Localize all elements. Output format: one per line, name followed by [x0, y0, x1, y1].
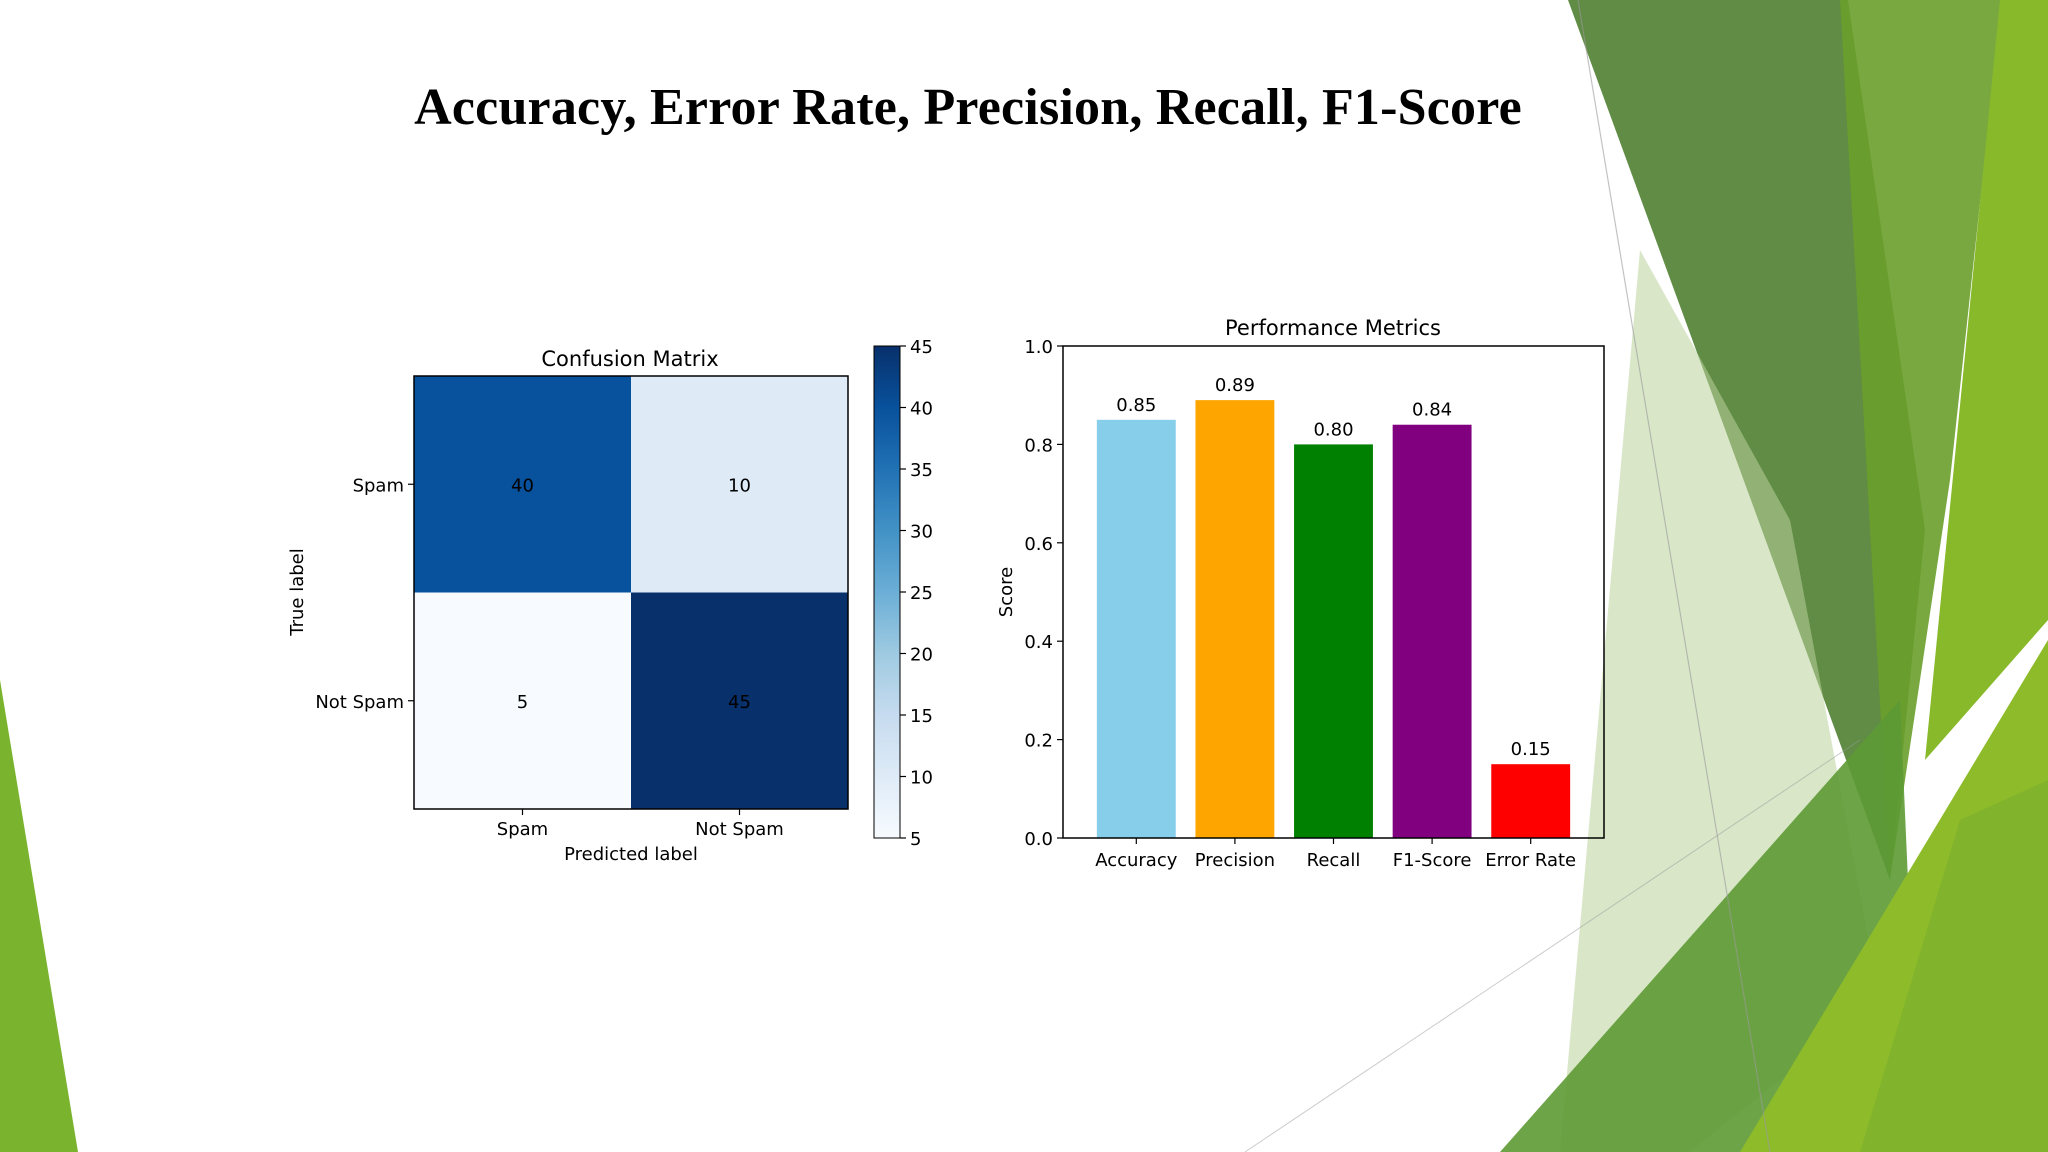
slide-title: Accuracy, Error Rate, Precision, Recall,… [414, 79, 1522, 136]
bar-ytick-label: 1.0 [1024, 337, 1053, 358]
cm-colorbar-label: 5 [910, 829, 921, 850]
cm-ytick-label: Spam [353, 475, 404, 496]
cm-cell [414, 376, 631, 593]
cm-cell-value: 10 [728, 475, 751, 496]
cm-colorbar-label: 35 [910, 460, 933, 481]
bar-ylabel: Score [996, 567, 1017, 617]
bar-xtick-label: Accuracy [1095, 850, 1178, 871]
cm-cell [631, 592, 848, 809]
cm-colorbar-label: 10 [910, 768, 933, 789]
cm-xtick-label: Not Spam [695, 819, 784, 840]
cm-colorbar [873, 345, 901, 839]
cm-colorbar-label: 20 [910, 645, 933, 666]
bg-facet-mid [1840, 0, 2002, 880]
cm-cell-value: 5 [517, 692, 528, 713]
bar [1096, 419, 1176, 838]
cm-colorbar-label: 40 [910, 399, 933, 420]
bg-facet-bright [1925, 0, 2048, 760]
cm-cell-value: 45 [728, 692, 751, 713]
bg-facet-low-mid [1860, 780, 2048, 1152]
bar-ytick-label: 0.0 [1024, 829, 1053, 850]
cm-colorbar-label: 25 [910, 583, 933, 604]
cm-ytick-label: Not Spam [315, 692, 404, 713]
bg-line-1 [1577, 0, 1771, 1152]
bar-data-label: 0.89 [1215, 375, 1255, 396]
cm-title: Confusion Matrix [541, 347, 718, 371]
cm-xlabel: Predicted label [564, 844, 698, 865]
cm-cell-value: 40 [511, 475, 534, 496]
bar-ytick-label: 0.2 [1024, 731, 1053, 752]
bar-xtick-label: Error Rate [1485, 850, 1576, 871]
bar-data-label: 0.85 [1116, 395, 1156, 416]
cm-cell [414, 592, 631, 809]
bar-xtick-label: Recall [1307, 850, 1361, 871]
cm-cell [631, 376, 848, 593]
cm-ylabel: True label [287, 548, 308, 637]
bar-ytick-label: 0.6 [1024, 534, 1053, 555]
bar-xtick-label: F1-Score [1393, 850, 1472, 871]
bar [1491, 764, 1571, 838]
bg-line-2 [1244, 739, 1861, 1152]
bar-title: Performance Metrics [1225, 316, 1441, 340]
bar-ytick-label: 0.4 [1024, 632, 1053, 653]
bar-data-label: 0.15 [1511, 739, 1551, 760]
cm-colorbar-label: 45 [910, 337, 933, 358]
bg-left-wedge [0, 680, 78, 1152]
cm-frame [413, 375, 849, 810]
bar-xtick-label: Precision [1195, 850, 1275, 871]
bar [1294, 444, 1373, 838]
cm-xtick-label: Spam [497, 819, 548, 840]
bar-data-label: 0.84 [1412, 400, 1452, 421]
cm-colorbar-label: 30 [910, 522, 933, 543]
cm-colorbar-label: 15 [910, 706, 933, 727]
bar [1195, 400, 1275, 838]
bar [1392, 424, 1472, 838]
bar-ytick-label: 0.8 [1024, 435, 1053, 456]
bar-data-label: 0.80 [1313, 419, 1353, 440]
bg-facet-dark [1568, 0, 1925, 880]
